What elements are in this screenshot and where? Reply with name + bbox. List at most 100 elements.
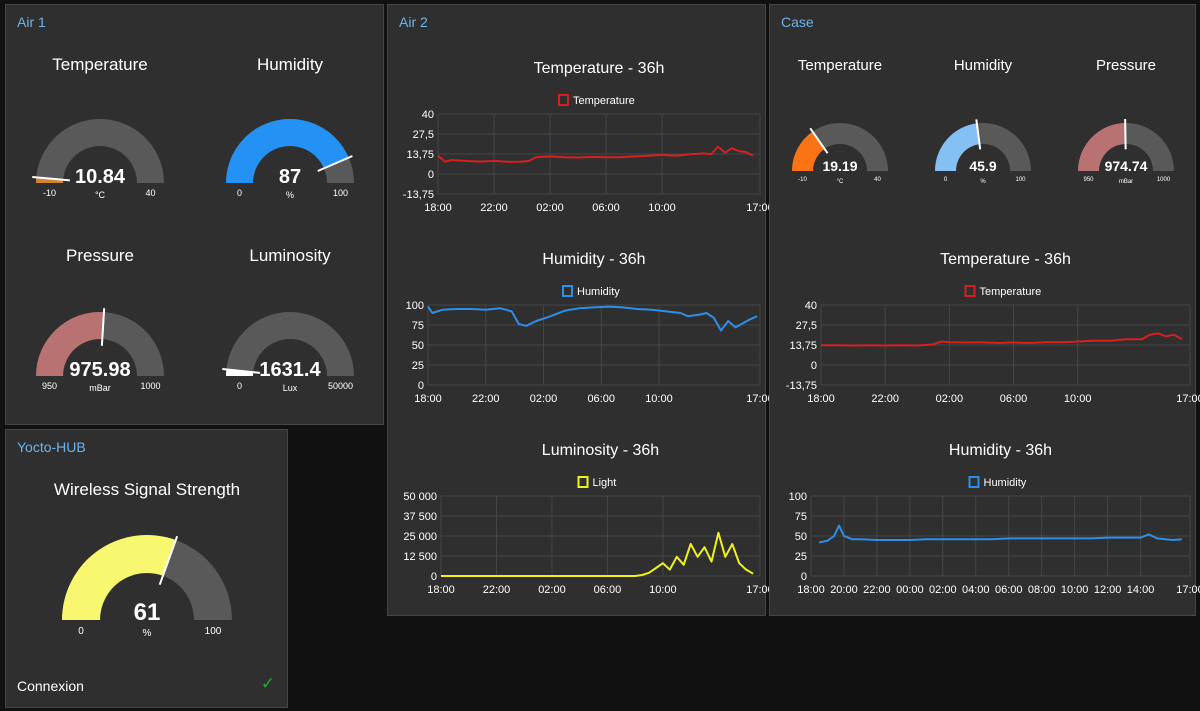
y-tick-label: 0 <box>431 571 437 583</box>
gauge-value: 975.98 <box>69 359 130 381</box>
x-tick-label: 17:00 <box>746 584 774 596</box>
gauge-needle <box>158 535 179 586</box>
x-tick-label: 22:00 <box>871 393 899 405</box>
x-tick-label: 02:00 <box>929 584 957 596</box>
chart-air2-humidity: Humidity - 36h Humidity 100 75 50 25 018:00 22:… <box>406 251 774 405</box>
check-icon: ✓ <box>260 674 275 693</box>
gauge-air1-luminosity: Luminosity 1631.4 Lux 0 50000 <box>222 246 354 393</box>
gauge-min-label: 0 <box>237 381 242 391</box>
series-line <box>819 524 1182 544</box>
gauge-needle <box>809 127 829 154</box>
case-charts: Temperature 19.19 °C -10 40 Humidity 45.9% 0 100… <box>786 57 1200 596</box>
x-tick-label: 10:00 <box>649 584 677 596</box>
gauge-value: 87 <box>279 166 301 188</box>
y-tick-label: 27,5 <box>796 320 817 332</box>
panel-title: Air 2 <box>399 14 428 30</box>
gauge-min-label: -10 <box>798 177 807 183</box>
hub-gauges: Wireless Signal Strength 61% 0 100 <box>54 480 240 639</box>
gauge-track <box>36 119 164 183</box>
y-tick-label: -13,75 <box>403 189 434 201</box>
y-tick-label: 0 <box>418 380 424 392</box>
gauge-title: Temperature <box>52 55 147 74</box>
x-tick-label: 04:00 <box>962 584 990 596</box>
gauge-unit: mBar <box>89 383 111 393</box>
chart-title: Luminosity - 36h <box>542 442 659 459</box>
gauge-fill <box>62 535 176 620</box>
gauge-value: 974.74 <box>1105 158 1148 174</box>
y-tick-label: 100 <box>406 300 424 312</box>
y-tick-label: 25 000 <box>403 531 437 543</box>
y-tick-label: 40 <box>805 300 817 312</box>
panel-air1: Air 1 Temperature 10.84 °C -10 40 Humidity 87%… <box>5 4 384 425</box>
gauge-min-label: 0 <box>944 177 948 183</box>
chart-title: Temperature - 36h <box>940 251 1071 268</box>
gauge-unit: °C <box>95 190 106 200</box>
x-tick-label: 18:00 <box>414 393 442 405</box>
x-tick-label: 06:00 <box>592 202 620 214</box>
x-tick-label: 18:00 <box>797 584 825 596</box>
x-tick-label: 10:00 <box>1061 584 1089 596</box>
y-tick-label: 0 <box>811 360 817 372</box>
panel-case: Case Temperature 19.19 °C -10 40 Humidity 45.9… <box>769 4 1200 616</box>
x-tick-label: 02:00 <box>530 393 558 405</box>
y-tick-label: 50 <box>795 531 807 543</box>
gauge-title: Humidity <box>257 55 324 74</box>
gauge-unit: % <box>286 190 294 200</box>
gauge-title: Pressure <box>66 246 134 265</box>
gauge-max-label: 50000 <box>328 381 353 391</box>
gauge-air1-pressure: Pressure 975.98 mBar 950 1000 <box>36 246 164 393</box>
gauge-unit: % <box>143 628 152 639</box>
x-tick-label: 22:00 <box>480 202 508 214</box>
panel-yocto-hub: Yocto-HUB Wireless Signal Strength 61% 0 10… <box>5 429 288 708</box>
gauge-fill <box>1078 123 1126 171</box>
x-tick-label: 06:00 <box>995 584 1023 596</box>
gauge-title: Temperature <box>798 57 882 74</box>
gauge-max-label: 1000 <box>140 381 160 391</box>
legend-swatch <box>562 285 573 297</box>
y-tick-label: 0 <box>428 169 434 181</box>
x-tick-label: 17:00 <box>746 393 774 405</box>
gauge-min-label: 0 <box>237 188 242 198</box>
x-tick-label: 22:00 <box>863 584 891 596</box>
gauge-max-label: 100 <box>333 188 348 198</box>
gauge-value: 45.9 <box>969 158 996 174</box>
y-tick-label: 25 <box>795 551 807 563</box>
gauge-needle <box>222 368 261 374</box>
gauge-unit: °C <box>837 179 844 185</box>
legend-swatch <box>968 476 980 488</box>
x-tick-label: 14:00 <box>1127 584 1155 596</box>
gauge-needle <box>975 119 982 150</box>
gauge-title: Humidity <box>954 57 1013 74</box>
gauge-fill <box>935 123 980 171</box>
air2-charts: Temperature - 36h Temperature 40 27,5 13,75 0… <box>403 60 774 596</box>
series-line <box>437 145 754 163</box>
x-tick-label: 12:00 <box>1094 584 1122 596</box>
gauge-air1-temperature: Temperature 10.84 °C -10 40 <box>32 55 164 200</box>
y-tick-label: 37 500 <box>403 511 437 523</box>
x-tick-label: 22:00 <box>483 584 511 596</box>
x-tick-label: 06:00 <box>594 584 622 596</box>
chart-legend: Humidity <box>968 476 1027 489</box>
legend-label: Temperature <box>573 95 635 107</box>
panel-title: Yocto-HUB <box>17 439 86 455</box>
legend-label: Humidity <box>577 286 620 298</box>
gauge-unit: mBar <box>1119 179 1133 185</box>
y-tick-label: 13,75 <box>789 340 817 352</box>
chart-legend: Temperature <box>964 285 1042 298</box>
gauge-title: Wireless Signal Strength <box>54 480 240 499</box>
series-line <box>427 305 758 332</box>
chart-case-temperature-chart: Temperature - 36h Temperature 40 27,5 13,75 0… <box>786 251 1200 405</box>
x-tick-label: 08:00 <box>1028 584 1056 596</box>
chart-legend: Light <box>577 476 616 489</box>
y-tick-label: -13,75 <box>786 380 817 392</box>
gauge-value: 19.19 <box>822 158 857 174</box>
x-tick-label: 18:00 <box>427 584 455 596</box>
x-tick-label: 17:00 <box>746 202 774 214</box>
gauge-case-humidity: Humidity 45.9% 0 100 <box>935 57 1031 185</box>
x-tick-label: 18:00 <box>424 202 452 214</box>
panel-title: Air 1 <box>17 14 46 30</box>
legend-swatch <box>558 94 569 106</box>
connexion-label: Connexion <box>17 678 84 694</box>
legend-label: Temperature <box>980 286 1042 298</box>
x-tick-label: 00:00 <box>896 584 924 596</box>
